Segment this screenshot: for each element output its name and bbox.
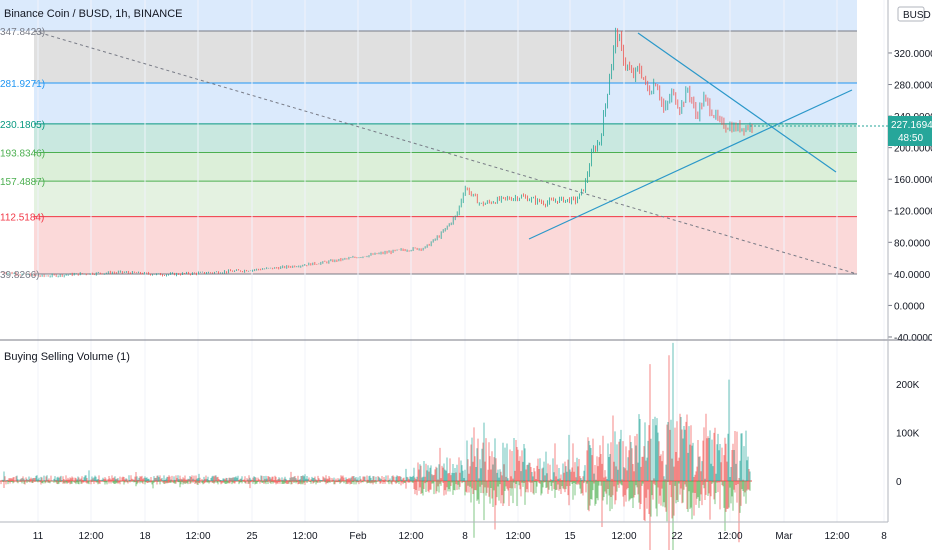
fibonacci-retracement[interactable] [0,0,857,275]
candlestick-series [1,27,753,278]
fib-band-top [0,0,857,31]
ascending-trend-line[interactable] [528,89,853,240]
time-tick-label: 8 [881,531,887,542]
fib-band [34,216,857,274]
fib-band [34,181,857,217]
time-tick-label: 12:00 [185,531,210,542]
price-tick-label: 320.0000 [894,49,932,60]
fib-band [34,123,857,153]
fib-band [34,152,857,182]
fib-level-label: 193.8346) [0,148,45,159]
fib-level-label: 347.8423) [0,27,45,38]
time-tick-label: 12:00 [505,531,530,542]
volume-tick-label: 0 [896,477,902,488]
time-tick-label: 12:00 [292,531,317,542]
fib-level-label: 157.4887) [0,177,45,188]
descending-trend-line[interactable] [637,32,837,173]
currency-label: BUSD [903,10,931,21]
time-tick-label: 22 [671,531,683,542]
price-tick-label: 120.0000 [894,207,932,218]
time-tick-label: Feb [349,531,367,542]
dashed-trend-line[interactable] [33,30,858,275]
price-tick-label: 280.0000 [894,81,932,92]
time-tick-label: 25 [246,531,258,542]
time-tick-label: 11 [33,531,44,542]
time-tick-label: 12:00 [824,531,849,542]
volume-series [0,342,752,550]
price-tick-label: 200.0000 [894,144,932,155]
price-tick-label: 0.0000 [894,301,925,312]
time-tick-label: 12:00 [78,531,103,542]
time-tick-label: 8 [462,531,468,542]
time-tick-label: 12:00 [398,531,423,542]
price-tick-label: -40.0000 [894,333,932,344]
currency-badge[interactable] [897,6,925,22]
fib-band [34,83,857,124]
fibonacci-labels: 347.8423) 281.9271) 230.1805) 193.8346) 157.… [0,27,45,281]
last-price-badge[interactable] [888,116,932,146]
time-axis[interactable]: 11 12:00 18 12:00 25 12:00 Feb 12:00 8 12:00 15 12:… [0,521,888,542]
price-tick-label: 40.0000 [894,270,931,281]
chart-title: Binance Coin / BUSD, 1h, BINANCE [4,8,183,20]
trend-lines[interactable] [33,30,858,275]
time-tick-label: Mar [775,531,793,542]
volume-title: Buying Selling Volume (1) [4,351,130,363]
time-tick-label: 12:00 [611,531,636,542]
price-axis[interactable]: 320.0000280.0000240.0000200.0000160.0000… [888,49,932,344]
volume-axis[interactable]: 200K 100K 0 [896,380,920,488]
fib-level-label: 230.1805) [0,120,45,131]
volume-tick-label: 200K [896,380,920,391]
fib-band [34,31,857,84]
fib-level-label: 112.5184) [0,213,44,224]
time-tick-label: 18 [139,531,151,542]
fib-level-label: 39.8266) [0,270,39,281]
last-price-countdown: 48:50 [898,133,923,144]
fib-level-label: 281.9271) [0,79,45,90]
price-tick-label: 80.0000 [894,238,931,249]
price-tick-label: 160.0000 [894,175,932,186]
last-price-value: 227.1694 [891,120,932,131]
volume-tick-label: 100K [896,429,920,440]
time-tick-label: 15 [564,531,576,542]
time-tick-label: 12:00 [717,531,742,542]
